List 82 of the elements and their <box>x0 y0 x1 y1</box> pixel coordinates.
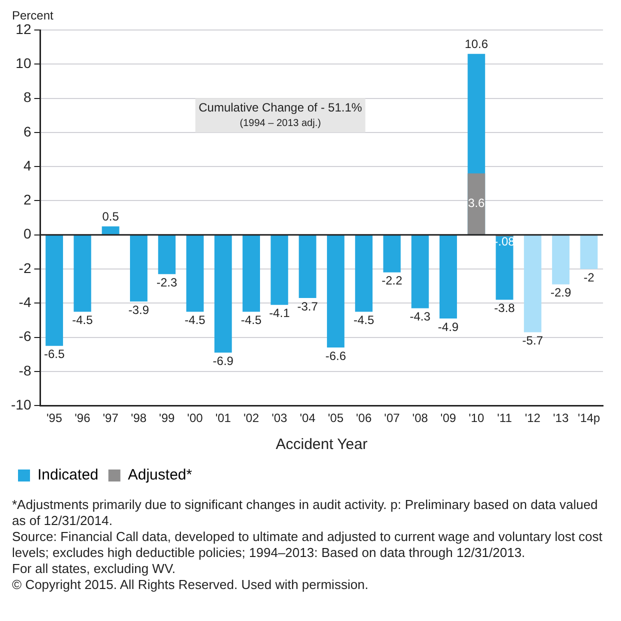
y-tick-label: -2 <box>18 260 32 276</box>
data-label: -6.6 <box>325 348 346 363</box>
bar <box>355 235 373 312</box>
bar <box>411 235 429 308</box>
y-tick-label: 6 <box>23 123 32 140</box>
bar <box>46 235 64 346</box>
bar <box>552 235 570 284</box>
bar <box>242 235 260 312</box>
bar <box>186 235 204 312</box>
data-label: -4.1 <box>269 306 290 320</box>
text: © Copyright 2015. All Rights Reserved. Used with permission. <box>12 577 370 593</box>
bar <box>440 235 457 319</box>
x-tick-label: '96 <box>74 411 91 426</box>
data-label: -3.9 <box>128 302 150 317</box>
bar <box>298 235 316 298</box>
x-tick-label: '05 <box>328 411 344 426</box>
bar <box>214 235 232 353</box>
data-label: 0.5 <box>102 210 120 224</box>
y-tick-label: 8 <box>23 89 32 106</box>
y-tick-label: 10 <box>16 55 32 72</box>
x-tick-label: '06 <box>356 411 372 426</box>
annotation: Cumulative Change of - 51.1% <box>198 100 362 115</box>
x-axis-title: Accident Year <box>276 436 368 454</box>
data-label: -6.9 <box>212 354 234 368</box>
x-tick-label: '03 <box>272 411 288 426</box>
x-tick-label: '13 <box>552 411 569 426</box>
bar <box>326 235 344 348</box>
bar <box>580 235 598 270</box>
y-tick-label: 4 <box>23 157 32 174</box>
x-tick-label: '98 <box>130 411 147 426</box>
x-tick-label: '01 <box>215 411 232 426</box>
annotation: (1994 – 2013 adj.) <box>240 118 321 130</box>
x-tick-label: '12 <box>524 411 541 426</box>
data-label: -4.5 <box>184 313 206 328</box>
y-tick-label: 2 <box>23 192 32 208</box>
bar <box>524 235 542 332</box>
x-tick-label: '97 <box>102 411 119 426</box>
bar <box>270 235 288 305</box>
data-label: -5.7 <box>522 334 544 348</box>
legend-label: Adjusted* <box>128 466 192 484</box>
x-tick-label: '02 <box>243 411 260 426</box>
x-tick-label: '95 <box>46 411 62 426</box>
data-label: -2.9 <box>550 286 572 300</box>
x-tick-label: '14p <box>578 411 600 426</box>
bar <box>383 235 401 272</box>
bar <box>158 235 176 274</box>
data-label: -6.5 <box>44 347 65 362</box>
data-label: -3.7 <box>297 299 318 314</box>
bar <box>74 235 92 312</box>
data-label: 10.6 <box>464 37 488 52</box>
data-label: -4.5 <box>240 313 262 328</box>
x-tick-label: '10 <box>468 411 485 426</box>
data-label: -2.3 <box>156 275 178 290</box>
legend-label: Indicated <box>38 466 98 484</box>
data-label: -4.9 <box>438 320 459 334</box>
x-tick-label: '99 <box>159 411 175 426</box>
data-label: -3.8 <box>494 301 516 316</box>
data-label: -2.2 <box>382 274 403 288</box>
x-tick-label: '11 <box>497 411 512 426</box>
bar <box>102 226 120 234</box>
y-tick-label: -8 <box>18 362 32 378</box>
source-note: Source: Financial Call data, developed to ultimate and adjusted to current wage and voluntary lost cost levels; excludes high deductible policies; 1994–2013: Based on data through 12/31/2013. <box>12 529 604 561</box>
y-tick-label: 0 <box>23 226 32 242</box>
data-label: -4.5 <box>72 313 94 328</box>
y-tick-label: -6 <box>18 328 32 344</box>
data-label: -4.3 <box>410 310 431 324</box>
data-label: -2 <box>584 270 595 284</box>
bar <box>468 173 486 234</box>
x-tick-label: '00 <box>187 411 204 426</box>
y-tick-label: -10 <box>11 396 32 412</box>
x-tick-label: '08 <box>412 411 428 426</box>
data-label: 3.6 <box>468 196 486 210</box>
x-tick-label: '07 <box>384 411 400 426</box>
y-tick-label: -4 <box>18 294 32 310</box>
y-tick-label: 12 <box>16 20 32 37</box>
text: For all states, excluding WV. <box>12 561 177 577</box>
x-tick-label: '04 <box>300 411 316 426</box>
y-axis-title: Percent <box>12 8 54 22</box>
text: *Adjustments primarily due to significant changes in audit activity. p: Preliminary based on data valued as of 12/31/2014. <box>12 497 599 529</box>
x-tick-label: '09 <box>440 411 456 426</box>
data-label: -4.5 <box>353 313 374 328</box>
bar <box>130 235 148 302</box>
